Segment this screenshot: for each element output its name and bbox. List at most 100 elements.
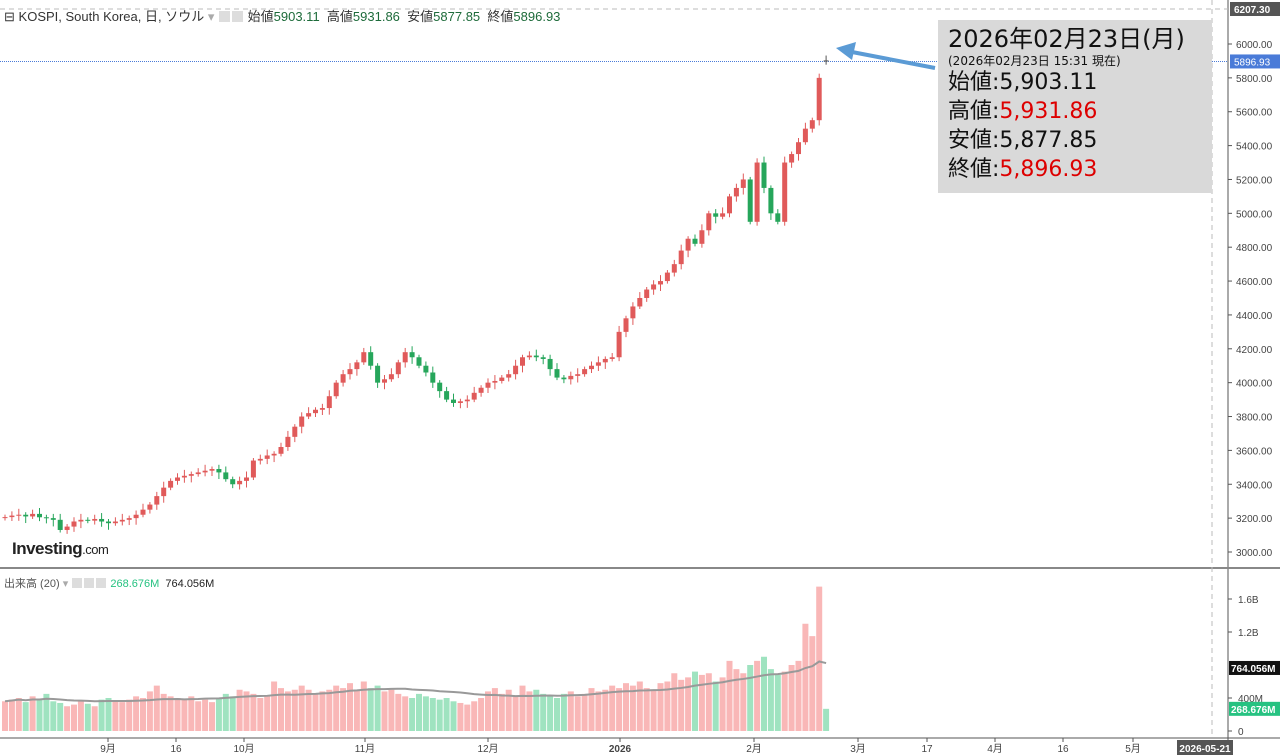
dropdown-icon[interactable]: ▾ [207,9,215,24]
open-value: 5903.11 [273,9,320,24]
visibility-icon[interactable] [72,578,83,588]
candle-body [616,331,622,358]
volume-bar [84,703,91,731]
volume-bar [140,698,146,731]
candle-body [713,213,719,217]
candle-body [816,77,822,121]
volume-bar [43,693,50,731]
dropdown-icon[interactable]: ▾ [62,578,69,590]
high-label: 高値 [326,9,353,24]
volume-bar [126,699,133,731]
volume-bar [471,701,478,731]
volume-bar [202,699,209,731]
volume-bar [167,696,174,731]
annotation-arrow [851,50,936,70]
volume-tick-label: 0 [1238,727,1244,738]
candle-body [326,396,332,409]
candle-body [175,477,180,481]
candle-body [727,196,732,214]
time-marker [1177,740,1233,755]
volume-bar [105,698,112,731]
volume-ma-value: 764.056M [165,578,215,590]
candle-body [533,355,539,358]
candle-body [257,458,263,461]
symbol-title[interactable]: KOSPI, South Korea, 日, ソウル [18,9,205,24]
candle-body [112,521,118,524]
volume-bar [616,688,623,731]
volume-bar [705,673,712,731]
volume-bar [319,691,326,731]
candle-body [499,377,505,381]
time-marker-label: 2026-05-21 [1179,744,1231,755]
candle-body [775,213,781,222]
visibility-icon[interactable] [219,11,230,22]
volume-title[interactable]: 出来高 (20) [4,578,60,590]
settings-icon[interactable] [232,11,243,22]
volume-bar [581,693,588,731]
volume-bar [526,691,533,731]
volume-bar [153,685,160,731]
volume-bar [416,693,422,731]
volume-bar [457,702,464,731]
close-icon[interactable] [96,578,107,588]
settings-icon[interactable] [84,578,95,588]
price-tick-label: 5800.00 [1236,74,1273,85]
volume-bar [802,623,809,731]
label: 安値: [948,128,1000,153]
candle-body [30,513,36,517]
volume-bar [209,702,215,731]
volume-bar [788,665,795,731]
candle-body [23,514,29,517]
candle-body [692,238,698,244]
volume-bar [91,706,98,731]
price-annotation: 2026年02月23日(月) (2026年02月23日 15:31 現在) 始値… [938,20,1212,193]
candle-body [340,374,346,383]
candle-body [409,352,415,358]
time-tick-label: 5月 [1125,743,1141,755]
candle-body [602,358,608,363]
collapse-icon[interactable]: ⊟ [4,9,15,24]
logo-suffix: .com [82,542,109,557]
candle-body [319,408,325,410]
candle-body [423,365,429,373]
volume-marker [1229,701,1280,716]
volume-bar [381,691,388,731]
volume-bar [650,689,657,731]
volume-bar [678,679,685,731]
volume-bar [602,689,609,731]
candle-body [388,374,394,380]
candle-body [609,357,615,359]
volume-tick-label: 1.6B [1238,595,1259,606]
candle-body [796,142,801,155]
volume-bar [374,685,381,731]
candle-body [623,318,629,332]
volume-bar [643,688,650,731]
time-tick-label: 11月 [355,743,375,755]
candle-body [768,187,774,214]
annotation-asof: (2026年02月23日 15:31 現在) [948,54,1121,68]
candle-body [582,369,588,375]
candle-body [720,213,726,217]
candle-body [195,472,201,475]
volume-bar [174,698,181,731]
time-tick-label: 16 [1057,744,1069,755]
value: 5,903.11 [999,70,1098,95]
volume-bar [250,693,257,731]
candle-body [361,352,367,363]
candle-body [699,230,705,244]
volume-bar [505,689,512,731]
annotation-open: 始値:5,903.11 [948,68,1202,97]
volume-bar [754,660,761,731]
candle-body [575,374,581,376]
candle-body [85,519,91,521]
label: 高値: [948,99,1000,124]
price-tick-label: 3400.00 [1236,480,1273,491]
volume-bar [222,693,229,731]
candle-body [202,470,208,473]
candle-body [375,365,381,383]
label: 終値: [948,157,1000,182]
candle-body [568,375,574,380]
volume-bar [719,677,726,731]
volume-bar [795,660,802,731]
